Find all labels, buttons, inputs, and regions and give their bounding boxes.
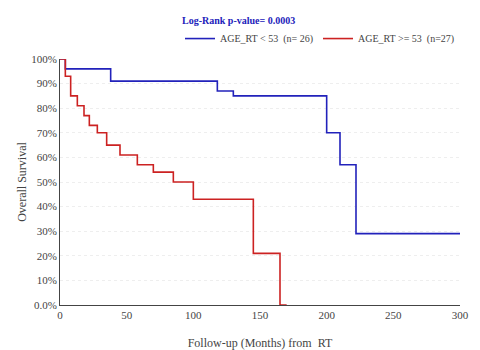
svg-text:60%: 60%	[37, 151, 57, 163]
svg-text:100%: 100%	[31, 53, 57, 65]
svg-text:50: 50	[121, 309, 133, 321]
svg-text:70%: 70%	[37, 127, 57, 139]
svg-text:AGE_RT < 53 (n= 26): AGE_RT < 53 (n= 26)	[220, 33, 313, 45]
svg-text:90%: 90%	[37, 77, 57, 89]
svg-text:Overall Survival: Overall Survival	[15, 142, 29, 222]
svg-text:50%: 50%	[37, 176, 57, 188]
svg-text:150: 150	[252, 309, 269, 321]
svg-text:Log-Rank p-value= 0.0003: Log-Rank p-value= 0.0003	[182, 15, 295, 26]
svg-text:200: 200	[318, 309, 335, 321]
svg-text:100: 100	[185, 309, 202, 321]
svg-text:10%: 10%	[37, 274, 57, 286]
svg-text:Follow-up (Months) from RT: Follow-up (Months) from RT	[188, 336, 333, 350]
svg-text:80%: 80%	[37, 102, 57, 114]
svg-text:0: 0	[57, 309, 63, 321]
svg-text:20%: 20%	[37, 250, 57, 262]
svg-text:30%: 30%	[37, 225, 57, 237]
svg-text:250: 250	[385, 309, 402, 321]
svg-text:300: 300	[452, 309, 469, 321]
svg-text:0.0%: 0.0%	[34, 299, 57, 311]
svg-text:AGE_RT >= 53 (n=27): AGE_RT >= 53 (n=27)	[358, 33, 454, 45]
svg-text:40%: 40%	[37, 200, 57, 212]
